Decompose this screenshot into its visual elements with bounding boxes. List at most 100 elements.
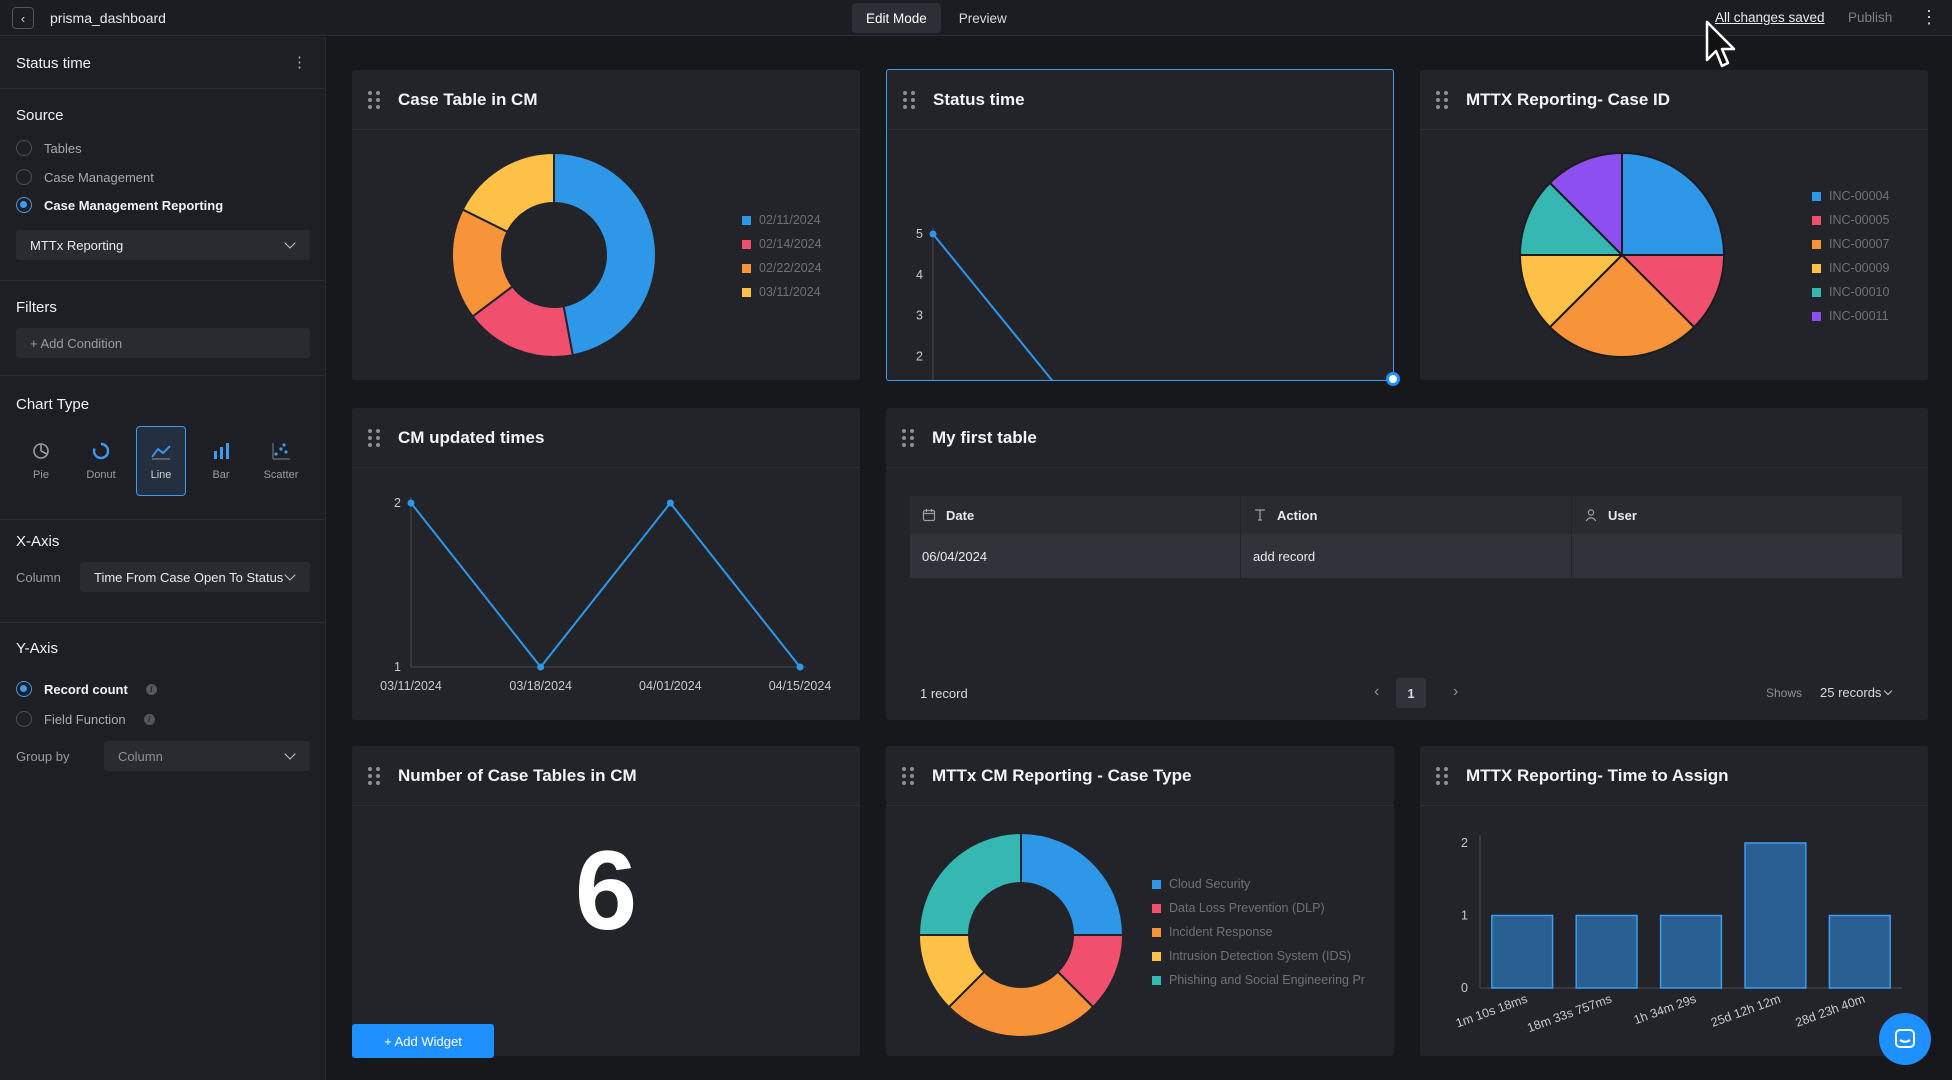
chat-support-button[interactable] (1879, 1013, 1931, 1065)
donut-chart (451, 151, 657, 358)
y-tick-label: 0 (1461, 981, 1468, 995)
report-select-value: MTTx Reporting (30, 237, 124, 253)
chart-type-label: Line (150, 469, 172, 481)
info-icon: i (145, 683, 157, 695)
widget-my-first-table[interactable]: My first table Date Action User 06/04/20… (886, 408, 1928, 720)
radio-icon (16, 140, 32, 156)
x-axis-heading: X-Axis (16, 533, 60, 550)
resize-handle[interactable] (1386, 372, 1400, 386)
drag-handle-icon[interactable] (368, 428, 380, 447)
legend-item: Phishing and Social Engineering Pr (1152, 973, 1378, 987)
bar (1744, 842, 1807, 989)
table-cell: add record (1241, 534, 1572, 578)
column-header-date[interactable]: Date (910, 496, 1241, 534)
data-point (929, 230, 937, 238)
chart-type-donut[interactable]: Donut (76, 426, 126, 496)
column-header-label: Action (1277, 507, 1318, 523)
add-condition-label: + Add Condition (30, 335, 123, 351)
widget-cm-updated-times[interactable]: CM updated times 1 2 03/11/2024 03/18/2024 0… (352, 408, 860, 720)
widget-number-of-case-tables[interactable]: Number of Case Tables in CM 6 (352, 746, 860, 1056)
chart-type-label: Bar (212, 469, 230, 481)
y-option-field-function[interactable]: Field Function i (16, 711, 155, 727)
widget-header: CM updated times (352, 408, 860, 468)
source-option-cm-reporting[interactable]: Case Management Reporting (16, 197, 223, 213)
record-count: 1 record (920, 686, 968, 701)
group-by-select[interactable]: Column (104, 741, 310, 771)
slice-phishing-and-social-engineering-pr (917, 831, 1022, 936)
y-tick-label: 2 (916, 349, 923, 363)
drag-handle-icon[interactable] (903, 90, 915, 109)
slice-inc-00004 (1621, 151, 1726, 256)
donut-chart-icon (92, 442, 110, 460)
chevron-down-icon (284, 569, 296, 581)
widget-title: MTTX Reporting- Time to Assign (1466, 765, 1729, 785)
table-cell (1572, 534, 1902, 578)
all-changes-saved-link[interactable]: All changes saved (1715, 10, 1825, 25)
widget-case-table[interactable]: Case Table in CM 02/11/2024 02/14/2024 0… (352, 70, 860, 380)
preview-button[interactable]: Preview (958, 10, 1007, 26)
drag-handle-icon[interactable] (902, 766, 914, 785)
more-options-icon[interactable]: ⋮ (1920, 7, 1938, 27)
pie-chart (1518, 151, 1726, 358)
line-chart-icon (151, 445, 171, 460)
bar-chart-icon (214, 443, 229, 459)
chart-type-bar[interactable]: Bar (196, 426, 246, 496)
legend-item: 02/14/2024 (742, 237, 822, 251)
chart-type-scatter[interactable]: Scatter (256, 426, 306, 496)
chart-type-heading: Chart Type (16, 396, 90, 413)
edit-mode-button[interactable]: Edit Mode (852, 3, 941, 33)
group-by-value: Column (118, 748, 163, 764)
add-condition-button[interactable]: + Add Condition (16, 328, 310, 358)
drag-handle-icon[interactable] (368, 90, 380, 109)
widget-time-to-assign[interactable]: MTTX Reporting- Time to Assign 0 1 2 1m 10s… (1420, 746, 1928, 1056)
widget-case-id[interactable]: MTTX Reporting- Case ID INC-00004 INC-00… (1420, 70, 1928, 380)
chat-icon (1895, 1029, 1915, 1048)
y-axis-heading: Y-Axis (16, 640, 58, 657)
next-page-icon[interactable]: › (1453, 683, 1459, 700)
donut-chart (917, 831, 1125, 1038)
source-label: Case Management (44, 169, 154, 185)
divider (0, 280, 326, 281)
divider (0, 375, 326, 376)
drag-handle-icon[interactable] (368, 766, 380, 785)
back-button[interactable]: ‹ (12, 7, 34, 29)
divider (0, 622, 326, 623)
prev-page-icon[interactable]: ‹ (1374, 683, 1380, 700)
panel-title: Status time (16, 55, 92, 72)
publish-button[interactable]: Publish (1848, 10, 1893, 25)
chart-type-pie[interactable]: Pie (16, 426, 66, 496)
page-number-button[interactable]: 1 (1396, 678, 1426, 708)
info-icon: i (143, 713, 155, 725)
chart-type-label: Pie (33, 469, 49, 481)
slice-03-11-2024 (461, 151, 555, 234)
series-line (410, 501, 801, 669)
y-option-record-count[interactable]: Record count i (16, 681, 157, 697)
page-size-select[interactable]: 25 records (1820, 685, 1893, 700)
drag-handle-icon[interactable] (1436, 766, 1448, 785)
column-header-user[interactable]: User (1572, 496, 1902, 534)
widget-case-type[interactable]: MTTx CM Reporting - Case Type Cloud Secu… (886, 746, 1394, 1056)
panel-more-icon[interactable]: ⋮ (292, 54, 307, 71)
slice-inc-00007 (1548, 253, 1696, 358)
x-tick-label: 03/18/2024 (509, 679, 572, 693)
widget-title: MTTx CM Reporting - Case Type (932, 765, 1192, 785)
chart-type-label: Scatter (263, 469, 299, 481)
drag-handle-icon[interactable] (902, 428, 914, 447)
source-option-case-management[interactable]: Case Management (16, 169, 154, 185)
widget-status-time[interactable]: Status time 123454d 23h 28m11d 3h 36m28d… (886, 69, 1400, 386)
column-header-label: User (1608, 507, 1637, 523)
calendar-icon (922, 509, 936, 522)
source-option-tables[interactable]: Tables (16, 140, 82, 156)
x-axis-column-select[interactable]: Time From Case Open To Status (80, 562, 310, 592)
source-heading: Source (16, 107, 64, 124)
column-header-label: Date (946, 507, 975, 523)
add-widget-button[interactable]: + Add Widget (352, 1024, 494, 1058)
table-row[interactable]: 06/04/2024 add record (910, 534, 1902, 578)
chevron-down-icon (284, 748, 296, 760)
x-tick-label: 18m 33s 757ms (1525, 992, 1613, 1036)
column-header-action[interactable]: Action (1241, 496, 1572, 534)
drag-handle-icon[interactable] (1436, 90, 1448, 109)
bar (1575, 914, 1638, 989)
chart-type-line[interactable]: Line (136, 426, 186, 496)
report-select[interactable]: MTTx Reporting (16, 230, 310, 260)
